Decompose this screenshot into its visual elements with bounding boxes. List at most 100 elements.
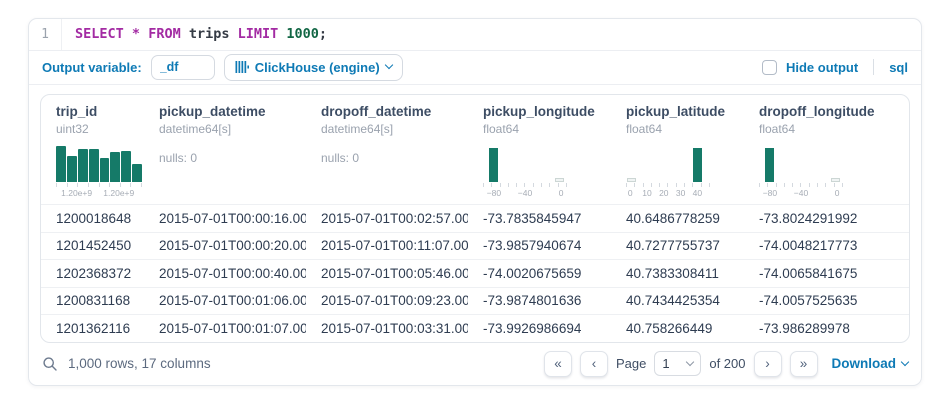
histogram-ticks [626,183,710,188]
column-header-trip_id[interactable]: trip_id uint32 1.20e+9 1.20e+9 [41,104,144,199]
column-dtype: float64 [626,122,663,137]
table-row[interactable]: 1200018648 2015-07-01T00:00:16.000 2015-07… [41,204,909,232]
output-variable-input[interactable] [150,54,215,80]
page-label: Page [615,356,647,372]
code-token: 1000 [286,26,319,43]
column-header-pickup_datetime[interactable]: pickup_datetime datetime64[s] nulls: 0 [144,104,306,199]
row-count-summary: 1,000 rows, 17 columns [68,356,211,372]
table-cell: 40.758266449 [626,320,713,336]
page-select-value: 1 [662,356,670,372]
code-token: SELECT [75,26,124,43]
download-label: Download [831,356,897,372]
table-cell: -73.8024291992 [759,210,858,226]
prev-page-button[interactable]: ‹ [579,350,608,377]
code-token [140,26,148,42]
table-body: 1200018648 2015-07-01T00:00:16.000 2015-07… [41,204,909,342]
histogram-plot [626,146,710,183]
column-name: pickup_longitude [483,104,595,120]
column-dtype: uint32 [56,122,89,137]
page-select[interactable]: 1 [654,351,702,377]
histogram-ticks [483,183,567,188]
output-variable-label: Output variable: [42,59,142,75]
histogram-plot [483,146,567,183]
column-dtype: float64 [483,122,520,137]
table-cell: 1200018648 [56,210,132,226]
code-token: * [131,26,141,43]
histogram-bar [132,164,142,183]
column-name: pickup_datetime [159,104,266,120]
next-page-button[interactable]: › [753,350,782,377]
table-row[interactable]: 1201452450 2015-07-01T00:00:20.000 2015-07… [41,231,909,260]
histogram-small-bar [555,178,565,183]
table-cell: 1200831168 [56,293,131,309]
histogram-bar [77,149,88,183]
column-name: dropoff_datetime [321,104,432,120]
total-pages-label: of 200 [709,356,746,372]
column-histogram: 1.20e+9 1.20e+9 [56,146,142,199]
last-page-button[interactable]: » [789,350,818,377]
column-header-dropoff_longitude[interactable]: dropoff_longitude float64 −80 −40 0 [744,104,896,199]
histogram-small-bar [831,178,841,183]
histogram-bar [88,149,99,183]
table-cell: 2015-07-01T00:05:46.000 [321,265,468,281]
histogram-plot [56,146,142,183]
table-cell: -74.0065841675 [759,265,858,281]
table-cell: 2015-07-01T00:00:20.000 [159,238,306,254]
column-histogram: −80 −40 0 [483,146,567,199]
table-cell: 40.7434425354 [626,293,720,309]
table-cell: 1202368372 [56,265,132,281]
column-dtype: float64 [759,122,796,137]
table-cell: -73.986289978 [759,320,850,336]
download-button[interactable]: Download [831,356,910,372]
code-token: FROM [148,26,181,43]
search-icon[interactable] [42,356,58,372]
column-nulls: nulls: 0 [321,151,360,166]
histogram-ticks [759,183,843,188]
code-token: trips [180,26,238,43]
output-area: trip_id uint32 1.20e+9 1.20e+9 pickup_dateti… [29,85,921,343]
column-header-pickup_latitude[interactable]: pickup_latitude float64 0 10 20 30 40 [611,104,744,199]
table-cell: 40.7383308411 [626,265,719,281]
histogram-bar [764,148,774,183]
code-editor[interactable]: 1 SELECT * FROM trips LIMIT 1000; [29,19,921,51]
line-number: 1 [29,19,62,50]
histogram-bar [121,151,132,183]
hide-output-checkbox[interactable] [761,59,777,75]
chevron-down-icon [686,357,695,367]
column-name: pickup_latitude [626,104,726,120]
table-row[interactable]: 1201362116 2015-07-01T00:01:07.000 2015-07… [41,314,909,342]
table-cell: 40.6486778259 [626,210,720,226]
engine-label: ClickHouse (engine) [254,59,380,75]
table-row[interactable]: 1202368372 2015-07-01T00:00:40.000 2015-07… [41,259,909,287]
column-header-pickup_longitude[interactable]: pickup_longitude float64 −80 −40 0 [468,104,611,199]
code-line[interactable]: SELECT * FROM trips LIMIT 1000; [62,19,327,50]
histogram-axis-labels: −80 −40 0 [762,188,840,199]
table-cell: 2015-07-01T00:11:07.000 [321,238,468,254]
table-cell: 2015-07-01T00:00:16.000 [159,210,306,226]
column-histogram: −80 −40 0 [759,146,843,199]
table-row[interactable]: 1200831168 2015-07-01T00:01:06.000 2015-07… [41,286,909,315]
histogram-bar [66,156,77,183]
histogram-axis-labels: 0 10 20 30 40 [627,188,703,199]
histogram-axis-labels: 1.20e+9 1.20e+9 [61,188,135,199]
column-header-dropoff_datetime[interactable]: dropoff_datetime datetime64[s] nulls: 0 [306,104,468,199]
first-page-button[interactable]: « [543,350,572,377]
pagination: « ‹ Page 1 of 200 › » Download [543,350,910,377]
column-dtype: datetime64[s] [159,122,232,137]
table-cell: 2015-07-01T00:02:57.000 [321,210,468,226]
code-token: LIMIT [237,26,279,43]
hide-output-label[interactable]: Hide output [785,59,859,75]
column-histogram: 0 10 20 30 40 [626,146,710,199]
column-name: dropoff_longitude [759,104,875,120]
table-cell: 1201362116 [56,320,131,336]
table-cell: -73.7835845947 [483,210,582,226]
table-header-row: trip_id uint32 1.20e+9 1.20e+9 pickup_dateti… [41,95,909,204]
histogram-axis-labels: −80 −40 0 [486,188,564,199]
engine-selector[interactable]: ClickHouse (engine) [223,53,403,81]
language-badge[interactable]: sql [889,59,908,75]
histogram-bar [110,152,121,183]
column-name: trip_id [56,104,98,120]
column-nulls: nulls: 0 [159,151,198,166]
table-footer: 1,000 rows, 17 columns « ‹ Page 1 of 200… [29,343,921,385]
code-token [278,26,286,42]
